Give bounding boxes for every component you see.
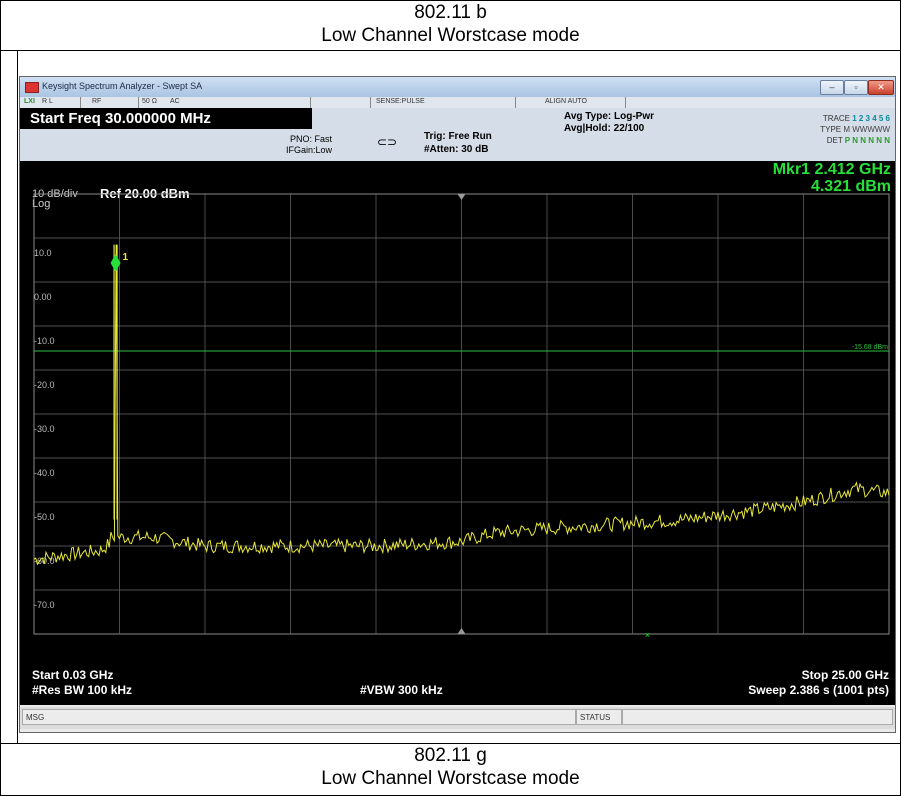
trigger-icon: ⊂⊃ [377,135,398,149]
caption-bottom-line1: 802.11 g [414,745,487,766]
window-titlebar[interactable]: Keysight Spectrum Analyzer - Swept SA – … [20,77,895,97]
trace-label: TRACE [822,114,850,123]
log-label: Log [32,198,51,210]
separator [625,97,626,108]
status-label: STATUS [576,709,622,725]
stop-freq-label: Stop 25.00 GHz [801,668,889,682]
det-label: DET [826,136,843,145]
marker-number: 1 [123,252,129,263]
separator [515,97,516,108]
rbw-label: #Res BW 100 kHz [32,683,133,697]
y-tick-label: -40.0 [34,468,55,478]
separator [138,97,139,108]
message-bar: MSG STATUS [20,707,895,729]
separator [310,97,311,108]
display-line-label: -15.68 dBm [852,344,888,351]
y-tick-label: -10.0 [34,336,55,346]
caption-bottom-line2: Low Channel Worstcase mode [321,768,580,789]
spectrum-display[interactable]: 10 dB/div Log Ref 20.00 dBm Mkr1 2.412 G… [20,161,895,705]
trace-values: 1 2 3 4 5 6 [852,114,890,123]
caption-top-line2: Low Channel Worstcase mode [321,25,580,46]
window-title: Keysight Spectrum Analyzer - Swept SA [42,81,203,91]
atten-label: #Atten: 30 dB [424,144,489,155]
impedance-label: 50 Ω [142,98,157,105]
table-column-divider [17,50,18,743]
caption-top-line1: 802.11 b [414,2,487,23]
coupling-label: AC [170,98,180,105]
marker-bottom-icon: × [645,630,650,640]
center-bottom-marker [457,628,466,634]
close-button[interactable]: ✕ [868,80,894,95]
vbw-label: #VBW 300 kHz [360,683,443,697]
type-values: M WWWWW [843,125,890,134]
separator [80,97,81,108]
det-values: P N N N N N [844,136,890,145]
lxi-indicator: LXI [24,98,35,105]
app-icon [25,82,39,93]
avg-hold-label: Avg|Hold: 22/100 [564,123,645,134]
table-divider [0,50,901,51]
separator [370,97,371,108]
sense-label: SENSE:PULSE [376,98,425,105]
trig-label: Trig: Free Run [424,131,492,142]
type-label: TYPE [820,125,842,134]
y-tick-label: -50.0 [34,512,55,522]
y-tick-label: -30.0 [34,424,55,434]
y-tick-label: 10.0 [34,248,52,258]
marker-1-diamond [110,253,121,272]
measurement-infobar: Start Freq 30.000000 MHz PNO: Fast IFGai… [20,108,895,161]
spectrum-plot[interactable]: × -15.68 dBm 1 [20,161,895,705]
center-top-marker [457,194,466,200]
start-freq-field[interactable]: Start Freq 30.000000 MHz [20,108,312,129]
pno-label: PNO: Fast [290,134,333,144]
instrument-statusbar: LXI R L RF 50 Ω AC SENSE:PULSE ALIGN AUT… [20,97,895,108]
minimize-button[interactable]: – [820,80,844,95]
y-tick-label: -70.0 [34,600,55,610]
rl-label: R L [42,98,53,105]
msg-field: MSG [22,709,576,725]
avg-type-label: Avg Type: Log-Pwr [564,111,654,122]
align-label: ALIGN AUTO [545,98,587,105]
maximize-button[interactable]: ▫ [844,80,868,95]
start-freq-label: Start 0.03 GHz [32,668,114,682]
sweep-label: Sweep 2.386 s (1001 pts) [748,683,889,697]
status-field [622,709,893,725]
spectrum-analyzer-window: Keysight Spectrum Analyzer - Swept SA – … [19,76,896,733]
y-tick-label: 0.00 [34,292,52,302]
y-tick-label: -20.0 [34,380,55,390]
marker-freq-readout: Mkr1 2.412 GHz [772,161,891,178]
rf-label: RF [92,98,102,105]
trace-info: TRACE 1 2 3 4 5 6 TYPE M WWWWW DET P N N… [820,113,890,146]
marker-level-readout: 4.321 dBm [810,178,891,195]
ifgain-label: IFGain:Low [286,145,333,155]
table-divider [0,743,901,744]
spectrum-trace [33,244,890,566]
